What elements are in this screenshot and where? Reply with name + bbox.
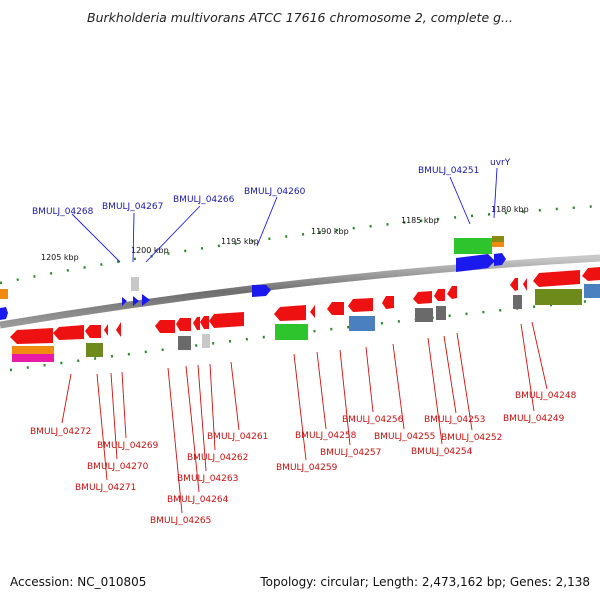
gene-arrow[interactable] [53,325,84,340]
gene-arrow[interactable] [447,286,457,299]
gene-arrow[interactable] [193,317,200,330]
gene-feature [12,346,54,354]
gene-feature [131,277,139,291]
tick-label: 1180 kbp [491,205,529,214]
outer-tick-arc [0,204,600,285]
gene-arrow[interactable] [510,278,518,291]
gene-label[interactable]: BMULJ_04251 [418,166,479,176]
gene-arrow[interactable] [209,312,244,328]
gene-feature [454,238,492,254]
gene-label[interactable]: BMULJ_04253 [424,415,485,425]
tick-label: 1200 kbp [131,246,169,255]
gene-arrow[interactable] [413,291,432,304]
gene-label[interactable]: BMULJ_04261 [207,432,268,442]
gene-arrow[interactable] [533,270,580,287]
map-title: Burkholderia multivorans ATCC 17616 chro… [87,10,513,25]
gene-label[interactable]: BMULJ_04264 [167,495,229,505]
gene-feature [584,284,600,298]
gene-arrow[interactable] [348,298,373,312]
top-leader-lines [71,167,498,263]
gene-feature [513,295,522,309]
chromosome-backbone [0,254,600,329]
gene-arrow[interactable] [252,285,271,297]
gene-arrow[interactable] [133,296,139,306]
gene-label[interactable]: BMULJ_04260 [244,187,306,197]
gene-arrow[interactable] [85,325,101,338]
gene-arrow[interactable] [523,278,527,291]
gene-arrow[interactable] [200,316,209,329]
gene-feature [492,242,504,247]
gene-arrow[interactable] [434,289,445,301]
gene-feature [202,334,210,348]
tick-label: 1195 kbp [221,237,259,246]
gene-arrow[interactable] [582,267,600,281]
gene-label[interactable]: BMULJ_04254 [411,447,473,457]
gene-arrow[interactable] [494,253,506,266]
gene-arrow[interactable] [10,328,53,344]
gene-label[interactable]: BMULJ_04255 [374,432,435,442]
gene-label[interactable]: uvrY [490,158,511,168]
tick-label: 1205 kbp [41,253,79,262]
gene-label[interactable]: BMULJ_04267 [102,202,163,212]
gene-arrow[interactable] [382,296,394,309]
gene-label[interactable]: BMULJ_04249 [503,414,565,424]
gene-label[interactable]: BMULJ_04268 [32,207,94,217]
gene-feature [86,343,103,357]
tick-label: 1185 kbp [401,216,439,225]
accession-text: Accession: NC_010805 [10,575,147,589]
gene-label[interactable]: BMULJ_04266 [173,195,235,205]
gene-label[interactable]: BMULJ_04263 [177,474,238,484]
gene-label[interactable]: BMULJ_04256 [342,415,404,425]
gene-arrow[interactable] [0,307,8,320]
tick-label: 1190 kbp [311,227,349,236]
gene-feature [12,354,54,362]
gene-label[interactable]: BMULJ_04271 [75,483,136,493]
gene-arrow[interactable] [274,305,306,321]
gene-arrow[interactable] [104,324,108,336]
gene-arrow[interactable] [456,254,495,272]
gene-arrow[interactable] [122,297,127,306]
gene-feature [415,308,433,322]
gene-feature [492,236,504,242]
gene-arrow[interactable] [155,320,175,333]
gene-arrow[interactable] [327,302,344,315]
gene-label[interactable]: BMULJ_04262 [187,453,248,463]
gene-label[interactable]: BMULJ_04265 [150,516,211,526]
gene-label[interactable]: BMULJ_04272 [30,427,91,437]
gene-label[interactable]: BMULJ_04258 [295,431,357,441]
gene-arrow[interactable] [310,305,315,318]
gene-arrow[interactable] [142,294,150,306]
topology-text: Topology: circular; Length: 2,473,162 bp… [260,575,590,589]
bottom-leader-lines [61,321,548,514]
gene-label[interactable]: BMULJ_04257 [320,448,381,458]
gene-label[interactable]: BMULJ_04259 [276,463,338,473]
gene-label[interactable]: BMULJ_04252 [441,433,502,443]
gene-feature [178,336,191,350]
gene-feature [275,324,308,340]
gene-feature [535,289,582,305]
gene-label[interactable]: BMULJ_04269 [97,441,159,451]
forward-genes [0,236,506,320]
gene-feature [436,306,446,320]
reverse-genes [10,267,600,362]
gene-label[interactable]: BMULJ_04248 [515,391,577,401]
gene-arrow[interactable] [116,322,121,337]
gene-arrow[interactable] [176,318,191,331]
gene-feature [349,316,375,331]
gene-feature [0,289,8,299]
gene-label[interactable]: BMULJ_04270 [87,462,149,472]
